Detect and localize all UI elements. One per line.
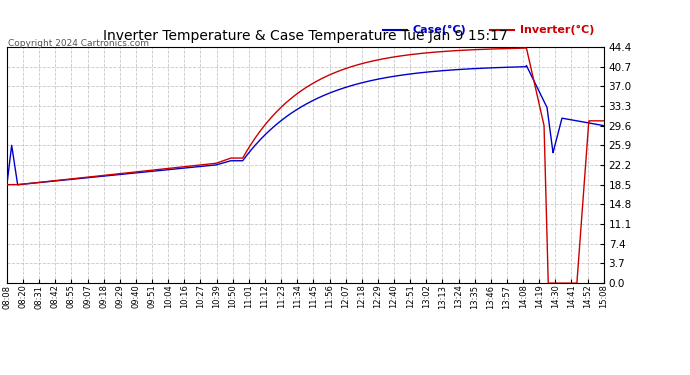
Text: Inverter(°C): Inverter(°C) xyxy=(520,25,595,35)
Title: Inverter Temperature & Case Temperature Tue Jan 9 15:17: Inverter Temperature & Case Temperature … xyxy=(103,29,508,43)
Text: Copyright 2024 Cartronics.com: Copyright 2024 Cartronics.com xyxy=(8,39,149,48)
Text: Case(°C): Case(°C) xyxy=(413,25,466,35)
